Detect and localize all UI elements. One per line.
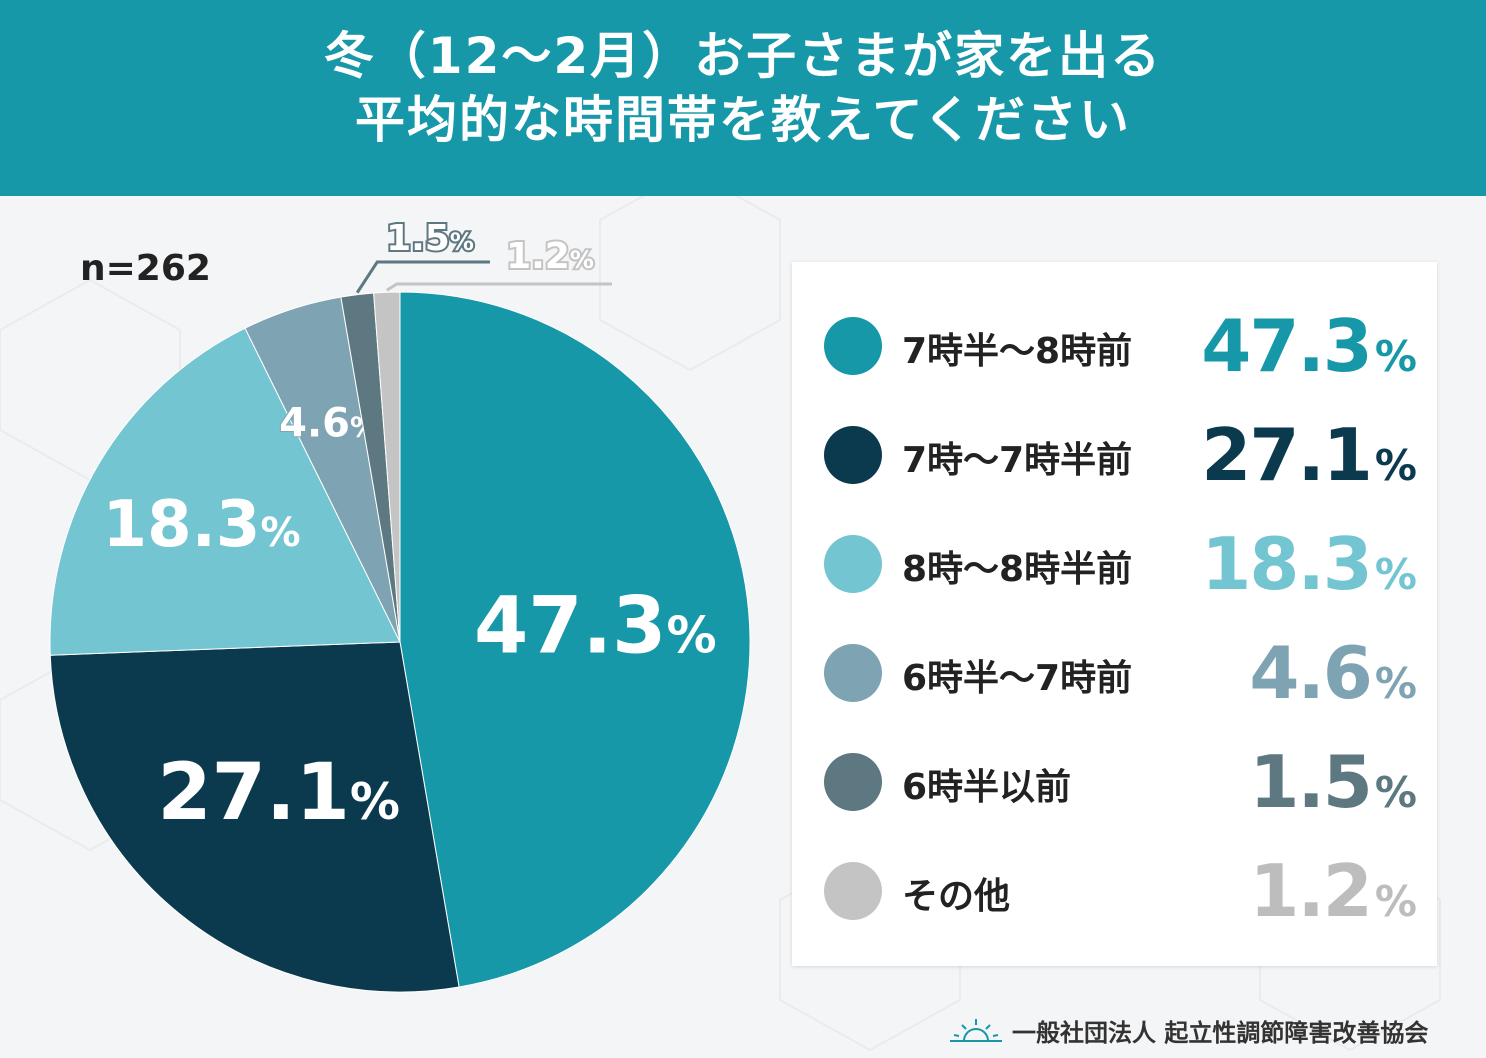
legend-label-5: 6時半以前 (902, 767, 1072, 808)
legend-value-1: 47.3% (1201, 304, 1417, 388)
footer-org-name: 一般社団法人 起立性調節障害改善協会 (1012, 1018, 1429, 1047)
legend-swatch-5 (824, 753, 882, 811)
legend-swatch-4 (824, 644, 882, 702)
legend-value-5: 1.5% (1249, 740, 1417, 824)
legend-item-5: 6時半以前 1.5% (792, 726, 1437, 836)
legend-item-3: 8時～8時半前 18.3% (792, 508, 1437, 618)
legend-label-4: 6時半～7時前 (902, 658, 1133, 699)
legend-item-1: 7時半～8時前 47.3% (792, 290, 1437, 400)
legend-item-4: 6時半～7時前 4.6% (792, 617, 1437, 727)
legend-value-6: 1.2% (1249, 849, 1417, 933)
legend-value-3: 18.3% (1201, 522, 1417, 606)
pie-slice-3 (49, 327, 401, 656)
pie-chart: 47.3%27.1%18.3%4.6%1.5%1.2% (49, 216, 751, 993)
legend-item-2: 7時～7時半前 27.1% (792, 399, 1437, 509)
legend-label-3: 8時～8時半前 (902, 549, 1133, 590)
callout-line-5 (355, 260, 490, 294)
sunrise-icon (950, 1019, 1002, 1042)
legend-label-2: 7時～7時半前 (902, 440, 1133, 481)
pie-slice-1 (399, 291, 751, 988)
sample-size: n=262 (80, 248, 211, 289)
legend-swatch-3 (824, 535, 882, 593)
legend-label-6: その他 (902, 876, 1011, 917)
chart-title-line1: 冬（12～2月）お子さまが家を出る (323, 27, 1163, 85)
slice-label-2: 27.1% (157, 748, 400, 838)
legend-value-2: 27.1% (1201, 413, 1417, 497)
chart-header: 冬（12～2月）お子さまが家を出る 平均的な時間帯を教えてください (0, 0, 1486, 196)
footer: 一般社団法人 起立性調節障害改善協会 (948, 1012, 1428, 1048)
callout-line-6 (386, 282, 612, 292)
legend-swatch-2 (824, 426, 882, 484)
legend-swatch-6 (824, 862, 882, 920)
legend-label-1: 7時半～8時前 (902, 331, 1133, 372)
chart-title-line2: 平均的な時間帯を教えてください (355, 91, 1131, 149)
legend-item-6: その他 1.2% (792, 835, 1437, 945)
slice-label-5: 1.5% (386, 218, 474, 259)
slice-label-6: 1.2% (506, 236, 594, 277)
pie-slice-6 (373, 291, 401, 643)
pie-slice-2 (49, 641, 460, 993)
legend-value-4: 4.6% (1249, 631, 1417, 715)
legend: 7時半～8時前 47.3% 7時～7時半前 27.1% 8時～8時半前 18.3% 6時半～… (792, 262, 1437, 966)
slice-label-1: 47.3% (474, 582, 717, 672)
legend-swatch-1 (824, 317, 882, 375)
slice-label-3: 18.3% (103, 488, 301, 562)
